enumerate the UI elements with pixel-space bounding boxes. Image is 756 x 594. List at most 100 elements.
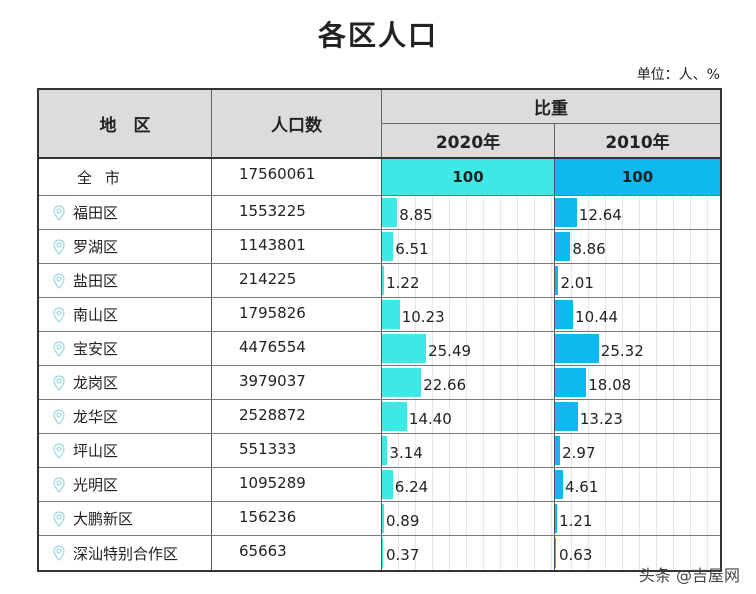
location-pin-icon: [53, 545, 73, 561]
share-cell-y2010: 18.08: [555, 366, 720, 399]
population-value: 1143801: [212, 230, 382, 263]
share-bar-y2010: [555, 436, 561, 465]
table-row: 龙岗区 3979037 22.66 18.08: [39, 366, 720, 400]
share-cell-y2010: 10.44: [555, 298, 720, 331]
share-bar-y2020: [382, 538, 383, 568]
share-bar-y2010: [555, 470, 563, 499]
header-region: 地 区: [39, 90, 212, 158]
table-row: 南山区 1795826 10.23 10.44: [39, 298, 720, 332]
region-label: 坪山区: [73, 442, 119, 460]
unit-label: 单位：人、%: [636, 67, 720, 83]
grid-lines: [382, 434, 554, 467]
share-cell-y2020: 3.14: [382, 434, 555, 467]
share-value: 6.51: [395, 239, 429, 258]
share-cell-y2020: 0.37: [382, 536, 555, 570]
share-cell-y2020: 1.22: [382, 264, 555, 297]
grid-lines: [382, 536, 554, 570]
share-bar-y2020: [382, 198, 398, 227]
grid-lines: [382, 264, 554, 297]
region-label: 龙岗区: [73, 374, 119, 392]
table-row: 深汕特别合作区 65663 0.37 0.63: [39, 536, 720, 570]
share-cell-y2010: 12.64: [555, 196, 720, 229]
share-cell-y2020: 8.85: [382, 196, 555, 229]
share-value: 10.23: [401, 307, 445, 326]
region-label: 大鹏新区: [73, 510, 134, 528]
share-cell-y2020: 6.24: [382, 468, 555, 501]
share-cell-y2010: 2.01: [555, 264, 720, 297]
share-cell-y2020: 6.51: [382, 230, 555, 263]
share-value: 3.14: [389, 443, 423, 462]
population-value: 1095289: [212, 468, 382, 501]
share-value: 8.85: [399, 205, 433, 224]
share-bar-y2020: [382, 368, 422, 397]
table-row: 光明区 1095289 6.24 4.61: [39, 468, 720, 502]
page-title: 各区人口: [317, 19, 438, 52]
table-row: 罗湖区 1143801 6.51 8.86: [39, 230, 720, 264]
grid-lines: [555, 298, 720, 331]
table-row-total: 全 市 17560061 100 100: [39, 159, 720, 196]
region-label: 深汕特别合作区: [73, 544, 179, 563]
share-bar-y2010: 100: [555, 159, 720, 195]
share-value: 12.64: [578, 205, 622, 224]
share-bar-y2020: [382, 300, 400, 329]
population-value: 551333: [212, 434, 382, 467]
table-row: 坪山区 551333 3.14 2.97: [39, 434, 720, 468]
share-bar-y2020: [382, 266, 385, 295]
share-value: 2.01: [560, 273, 594, 292]
share-value: 13.23: [579, 409, 623, 428]
grid-lines: [555, 264, 720, 297]
share-bar-y2010: [555, 266, 559, 295]
share-value: 0.37: [386, 545, 420, 564]
share-cell-y2010: 1.21: [555, 502, 720, 535]
share-value: 22.66: [423, 375, 467, 394]
region-name: 南山区: [39, 298, 212, 331]
watermark: 头条 @吉屋网: [638, 566, 740, 585]
share-cell-y2010: 0.63: [555, 536, 720, 570]
header-2020: 2020年: [382, 124, 555, 158]
grid-lines: [555, 434, 720, 467]
share-bar-y2010: [555, 368, 587, 397]
location-pin-icon: [53, 510, 73, 527]
location-pin-icon: [53, 442, 73, 459]
region-name: 福田区: [39, 196, 212, 229]
share-cell-y2010: 13.23: [555, 400, 720, 433]
grid-lines: [555, 468, 720, 501]
location-pin-icon: [53, 340, 73, 357]
region-name: 坪山区: [39, 434, 212, 467]
share-bar-y2010: [555, 334, 599, 363]
share-bar-y2020: [382, 504, 384, 533]
grid-lines: [382, 468, 554, 501]
share-cell-y2020: 0.89: [382, 502, 555, 535]
share-cell-y2020: 25.49: [382, 332, 555, 365]
share-bar-y2020: 100: [382, 159, 555, 195]
share-bar-y2010: [555, 538, 557, 568]
share-value: 4.61: [564, 477, 599, 496]
region-name: 光明区: [39, 468, 212, 501]
population-value: 4476554: [212, 332, 382, 365]
share-bar-y2010: [555, 232, 571, 261]
table-row: 盐田区 214225 1.22 2.01: [39, 264, 720, 298]
share-cell-y2020: 14.40: [382, 400, 555, 433]
header-population: 人口数: [212, 90, 382, 158]
grid-lines: [555, 536, 720, 570]
share-value: 14.40: [408, 409, 452, 428]
region-name: 大鹏新区: [39, 502, 212, 535]
share-value: 100: [621, 168, 654, 186]
grid-lines: [555, 502, 720, 535]
table-row: 大鹏新区 156236 0.89 1.21: [39, 502, 720, 536]
share-value: 25.32: [600, 341, 644, 360]
share-cell-y2020: 22.66: [382, 366, 555, 399]
share-cell-y2010: 8.86: [555, 230, 720, 263]
population-value: 2528872: [212, 400, 382, 433]
grid-lines: [382, 298, 554, 331]
region-label: 福田区: [73, 204, 119, 222]
share-value: 2.97: [562, 443, 596, 462]
region-name: 宝安区: [39, 332, 212, 365]
grid-lines: [382, 502, 554, 535]
region-label: 光明区: [73, 476, 119, 494]
region-name: 盐田区: [39, 264, 212, 297]
region-name: 龙岗区: [39, 366, 212, 399]
location-pin-icon: [53, 476, 73, 493]
region-name: 深汕特别合作区: [39, 536, 212, 570]
share-bar-y2020: [382, 470, 393, 499]
